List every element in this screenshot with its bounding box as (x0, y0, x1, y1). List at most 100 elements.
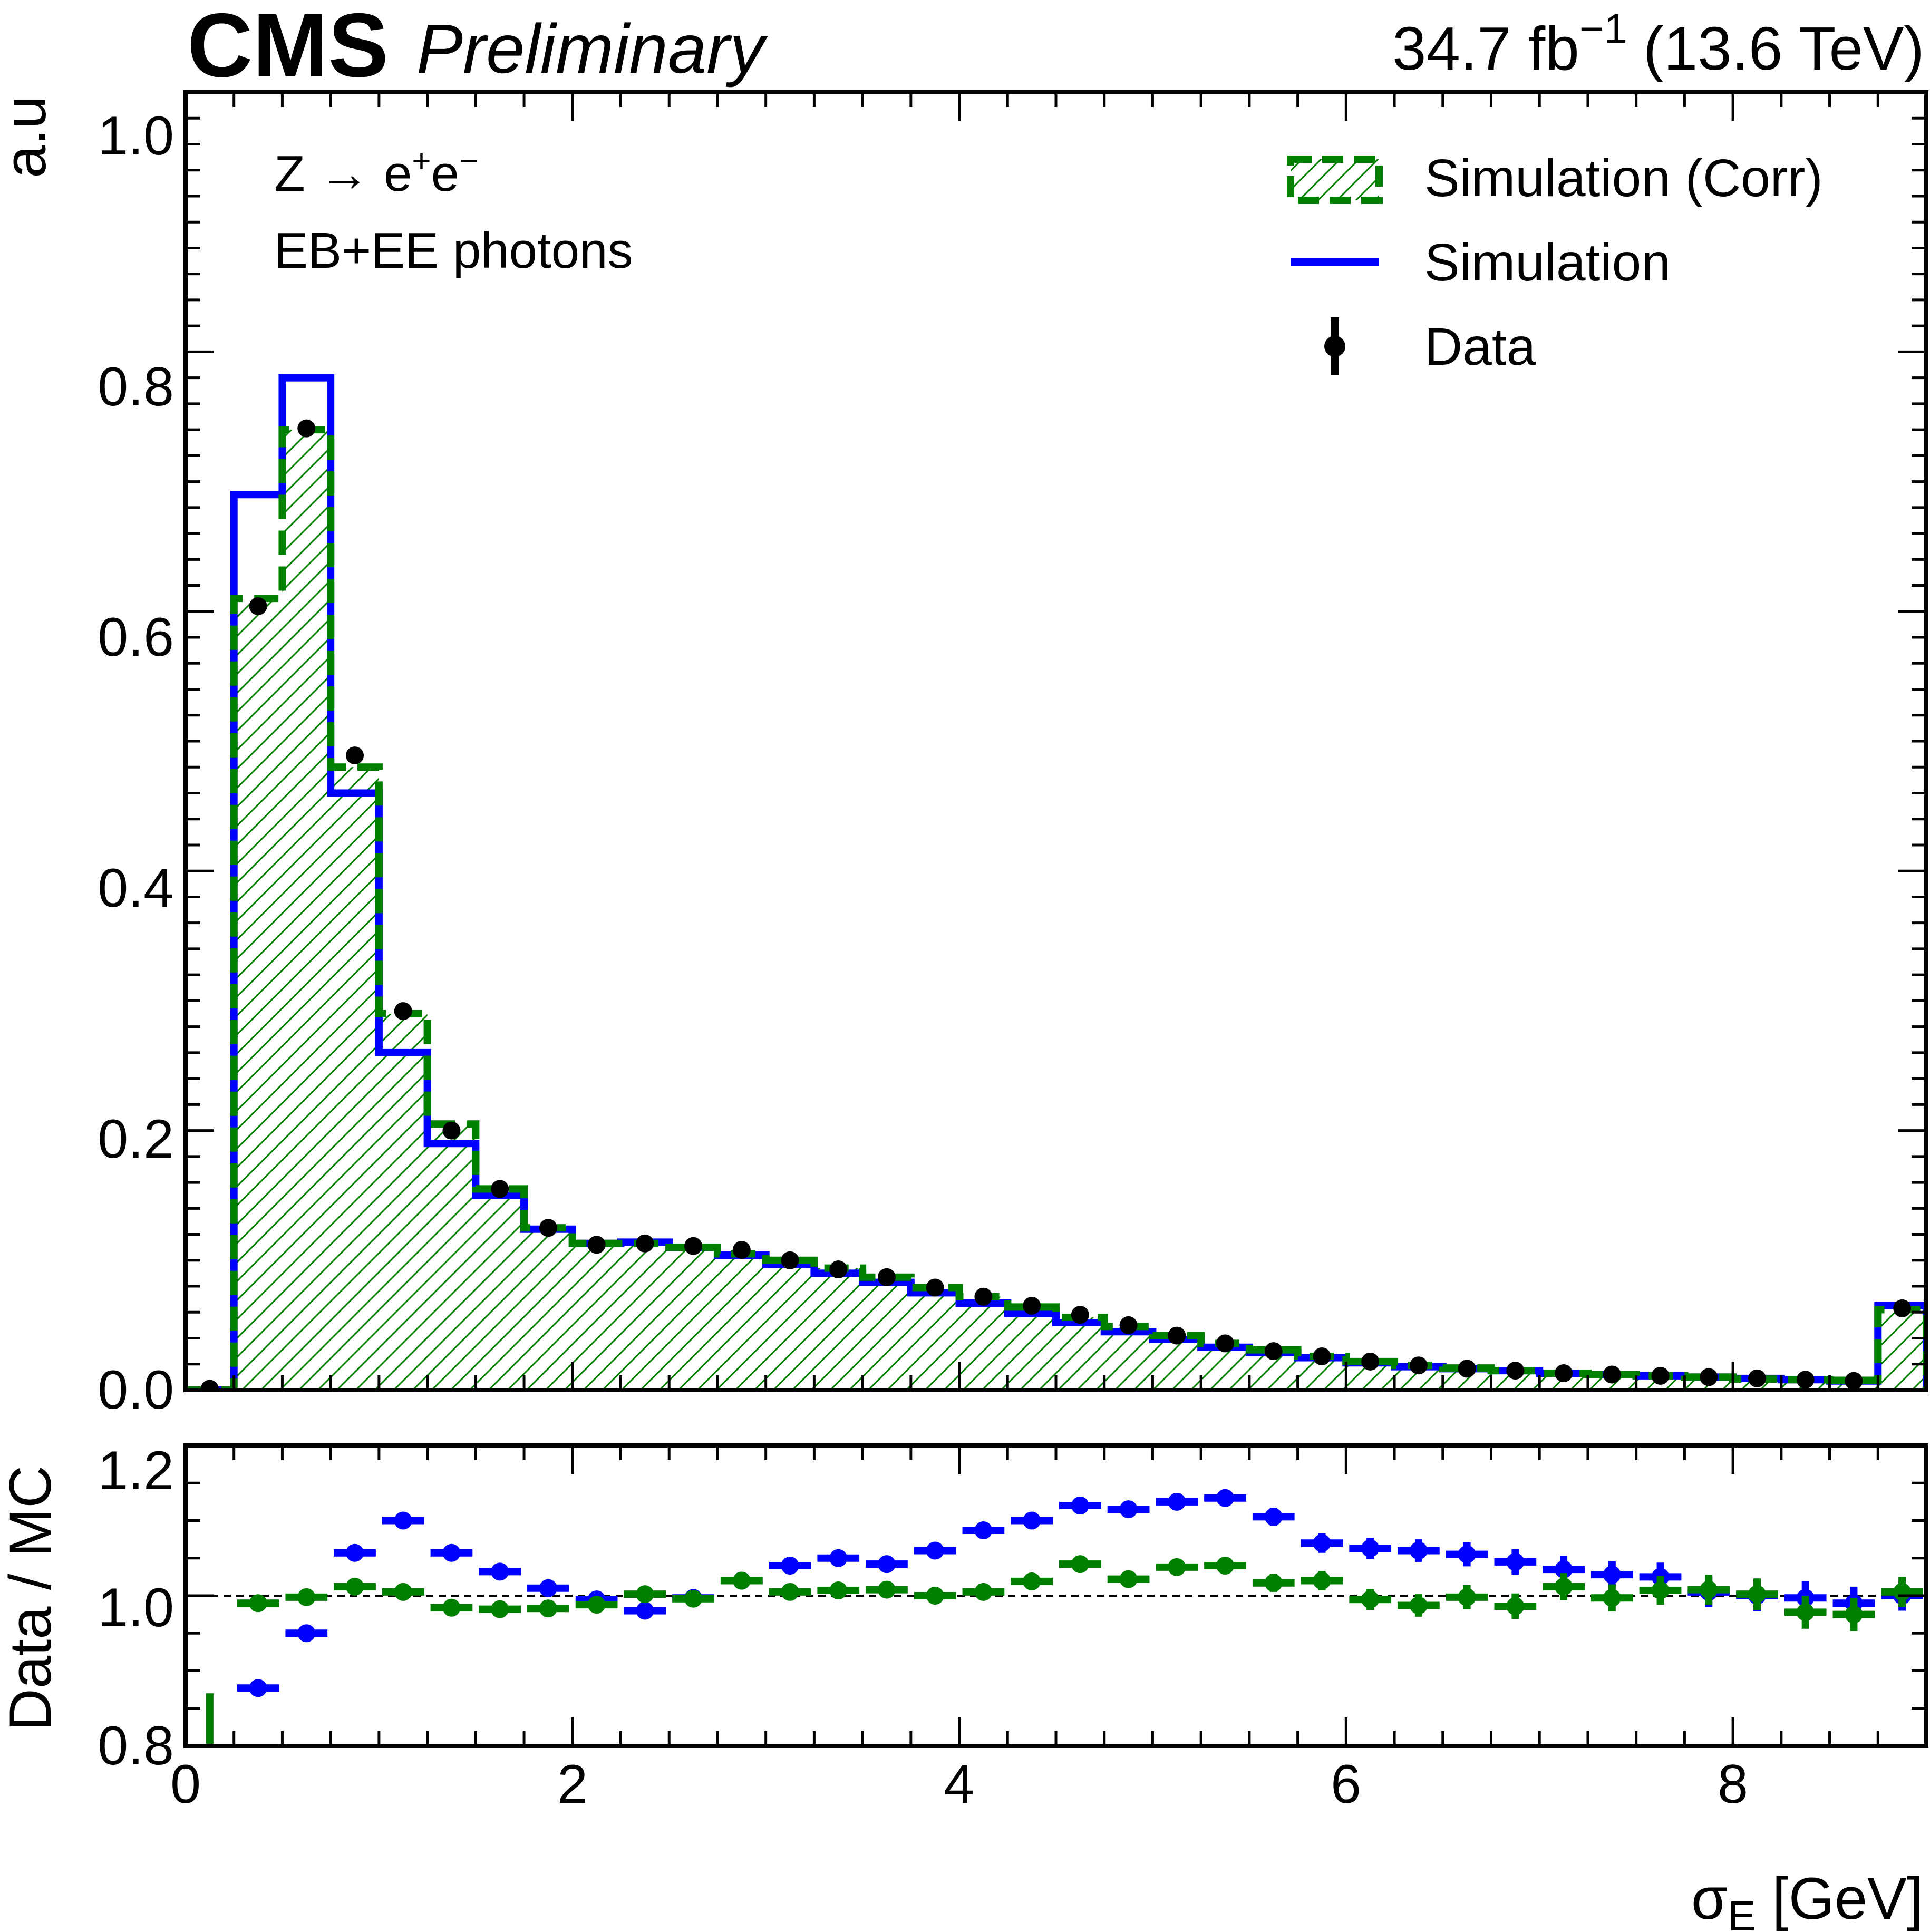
ratio-point (636, 1585, 654, 1604)
main-y-tick-label: 0.8 (98, 356, 174, 418)
ratio-point (1071, 1555, 1089, 1574)
ratio-plot (186, 1489, 1926, 1800)
ratio-point (587, 1596, 606, 1614)
data-point (1796, 1371, 1815, 1389)
ratio-point (1506, 1597, 1525, 1615)
ratio-point (201, 1782, 219, 1800)
ratio-point (297, 1588, 316, 1606)
data-point (346, 746, 364, 765)
data-point (249, 597, 267, 615)
ratio-point (1651, 1581, 1670, 1600)
data-point (684, 1237, 703, 1255)
data-point (926, 1278, 944, 1297)
lumi-label: 34.7 fb−1 (13.6 TeV) (1392, 5, 1924, 83)
main-y-axis-title: a.u (0, 96, 58, 178)
data-point (1168, 1326, 1186, 1345)
data-point (877, 1268, 896, 1286)
ratio-point (926, 1541, 944, 1560)
data-point (1071, 1306, 1089, 1324)
data-point (1361, 1352, 1380, 1371)
selection-annotation: EB+EE photons (274, 222, 633, 279)
ratio-point (491, 1562, 509, 1581)
data-point (1313, 1347, 1331, 1365)
ratio-point (829, 1549, 848, 1567)
ratio-point (829, 1581, 848, 1600)
ratio-point (442, 1598, 461, 1617)
ratio-point (877, 1580, 896, 1599)
ratio-point (781, 1557, 799, 1575)
x-tick-label: 8 (1718, 1754, 1748, 1815)
ratio-point (394, 1511, 412, 1530)
data-point (394, 1002, 412, 1021)
ratio-point (1409, 1596, 1428, 1615)
data-point (297, 419, 316, 438)
main-y-tick-label: 0.6 (98, 607, 174, 668)
data-point (491, 1180, 509, 1198)
ratio-point (1555, 1577, 1573, 1596)
data-point (539, 1219, 557, 1237)
process-annotation: Z → e+e− (274, 143, 478, 202)
ratio-point (249, 1594, 267, 1613)
ratio-point (1023, 1572, 1041, 1590)
ratio-point (1216, 1489, 1235, 1507)
ratio-point (1796, 1603, 1815, 1622)
ratio-point (1555, 1560, 1573, 1579)
ratio-y-axis-title: Data / MC (0, 1465, 63, 1731)
legend: Simulation (Corr) Simulation Data (1287, 149, 1823, 376)
ratio-point (1216, 1557, 1235, 1575)
x-tick-label: 2 (557, 1754, 588, 1815)
ratio-point (1071, 1497, 1089, 1514)
ratio-point (877, 1555, 896, 1574)
main-y-tick-label: 0.0 (98, 1360, 174, 1421)
data-point (1409, 1356, 1428, 1375)
ratio-point (394, 1583, 412, 1601)
ratio-point (249, 1679, 267, 1697)
ratio-point (1264, 1574, 1283, 1592)
ratio-point (926, 1587, 944, 1605)
data-point (781, 1251, 799, 1269)
data-point (1748, 1369, 1766, 1387)
ratio-point (1603, 1589, 1621, 1607)
ratio-y-tick-label: 1.2 (98, 1440, 174, 1501)
data-point (732, 1241, 751, 1259)
ratio-y-tick-label: 1.0 (98, 1577, 174, 1638)
ratio-point (442, 1543, 461, 1562)
ratio-point (1168, 1558, 1186, 1576)
ratio-point (1748, 1585, 1766, 1604)
ratio-point (974, 1583, 993, 1601)
main-y-tick-label: 1.0 (98, 105, 174, 167)
x-tick-label: 4 (944, 1754, 974, 1815)
main-panel-frame (183, 90, 1928, 1392)
ratio-point (539, 1579, 557, 1597)
ratio-point (1361, 1590, 1380, 1609)
legend-sim-label: Simulation (1424, 233, 1671, 292)
ratio-point (732, 1571, 751, 1590)
x-tick-label: 0 (170, 1754, 201, 1815)
data-point (1893, 1299, 1912, 1317)
ratio-point (1313, 1571, 1331, 1590)
main-y-tick-label: 0.2 (98, 1109, 174, 1170)
ratio-point (974, 1521, 993, 1540)
ratio-panel-frame (183, 1443, 1928, 1748)
status-label: Preliminary (416, 10, 768, 88)
data-point (1603, 1365, 1621, 1384)
legend-corr-label: Simulation (Corr) (1424, 149, 1823, 208)
data-point (636, 1234, 654, 1253)
main-y-tick-label: 0.4 (98, 858, 174, 919)
data-point (1555, 1364, 1573, 1382)
corr-hatch-fill (186, 430, 1926, 1390)
ratio-point (1313, 1534, 1331, 1552)
data-point (1264, 1342, 1283, 1361)
data-point (1506, 1362, 1525, 1380)
data-point (1216, 1334, 1235, 1353)
data-point (442, 1121, 461, 1140)
ratio-point (684, 1589, 703, 1608)
data-point (1845, 1372, 1863, 1390)
ratio-point (1603, 1566, 1621, 1584)
main-histogram-plot (186, 374, 1926, 1390)
x-tick-label: 6 (1331, 1754, 1361, 1815)
data-point (1700, 1368, 1718, 1386)
ratio-point (781, 1583, 799, 1601)
ratio-point (1361, 1539, 1380, 1558)
ratio-point (297, 1624, 316, 1643)
